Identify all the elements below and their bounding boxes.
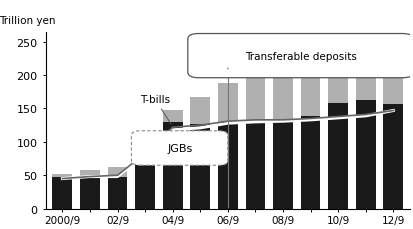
Bar bbox=[273, 77, 292, 122]
Bar bbox=[135, 154, 155, 209]
Bar bbox=[328, 104, 347, 209]
Bar bbox=[245, 122, 265, 209]
Bar bbox=[107, 177, 127, 209]
Bar bbox=[300, 117, 320, 209]
Bar bbox=[107, 167, 127, 177]
Bar bbox=[80, 170, 100, 177]
Bar bbox=[52, 177, 72, 209]
Bar bbox=[190, 124, 210, 209]
Bar bbox=[52, 174, 72, 177]
Bar bbox=[355, 101, 375, 209]
Bar bbox=[382, 74, 402, 104]
FancyBboxPatch shape bbox=[188, 34, 413, 78]
Bar bbox=[162, 122, 182, 209]
FancyBboxPatch shape bbox=[131, 131, 227, 166]
Text: T-bills: T-bills bbox=[139, 94, 171, 125]
Bar bbox=[355, 73, 375, 101]
Bar bbox=[190, 98, 210, 124]
Bar bbox=[80, 177, 100, 209]
Bar bbox=[273, 122, 292, 209]
Bar bbox=[245, 77, 265, 122]
Text: Trillion yen: Trillion yen bbox=[0, 16, 55, 26]
Bar bbox=[217, 122, 237, 209]
Bar bbox=[162, 110, 182, 122]
Bar bbox=[217, 84, 237, 122]
Bar bbox=[382, 104, 402, 209]
Bar bbox=[328, 67, 347, 104]
Text: Transferable deposits: Transferable deposits bbox=[244, 51, 356, 61]
Bar bbox=[300, 67, 320, 117]
Text: JGBs: JGBs bbox=[167, 143, 192, 153]
Bar bbox=[135, 144, 155, 154]
